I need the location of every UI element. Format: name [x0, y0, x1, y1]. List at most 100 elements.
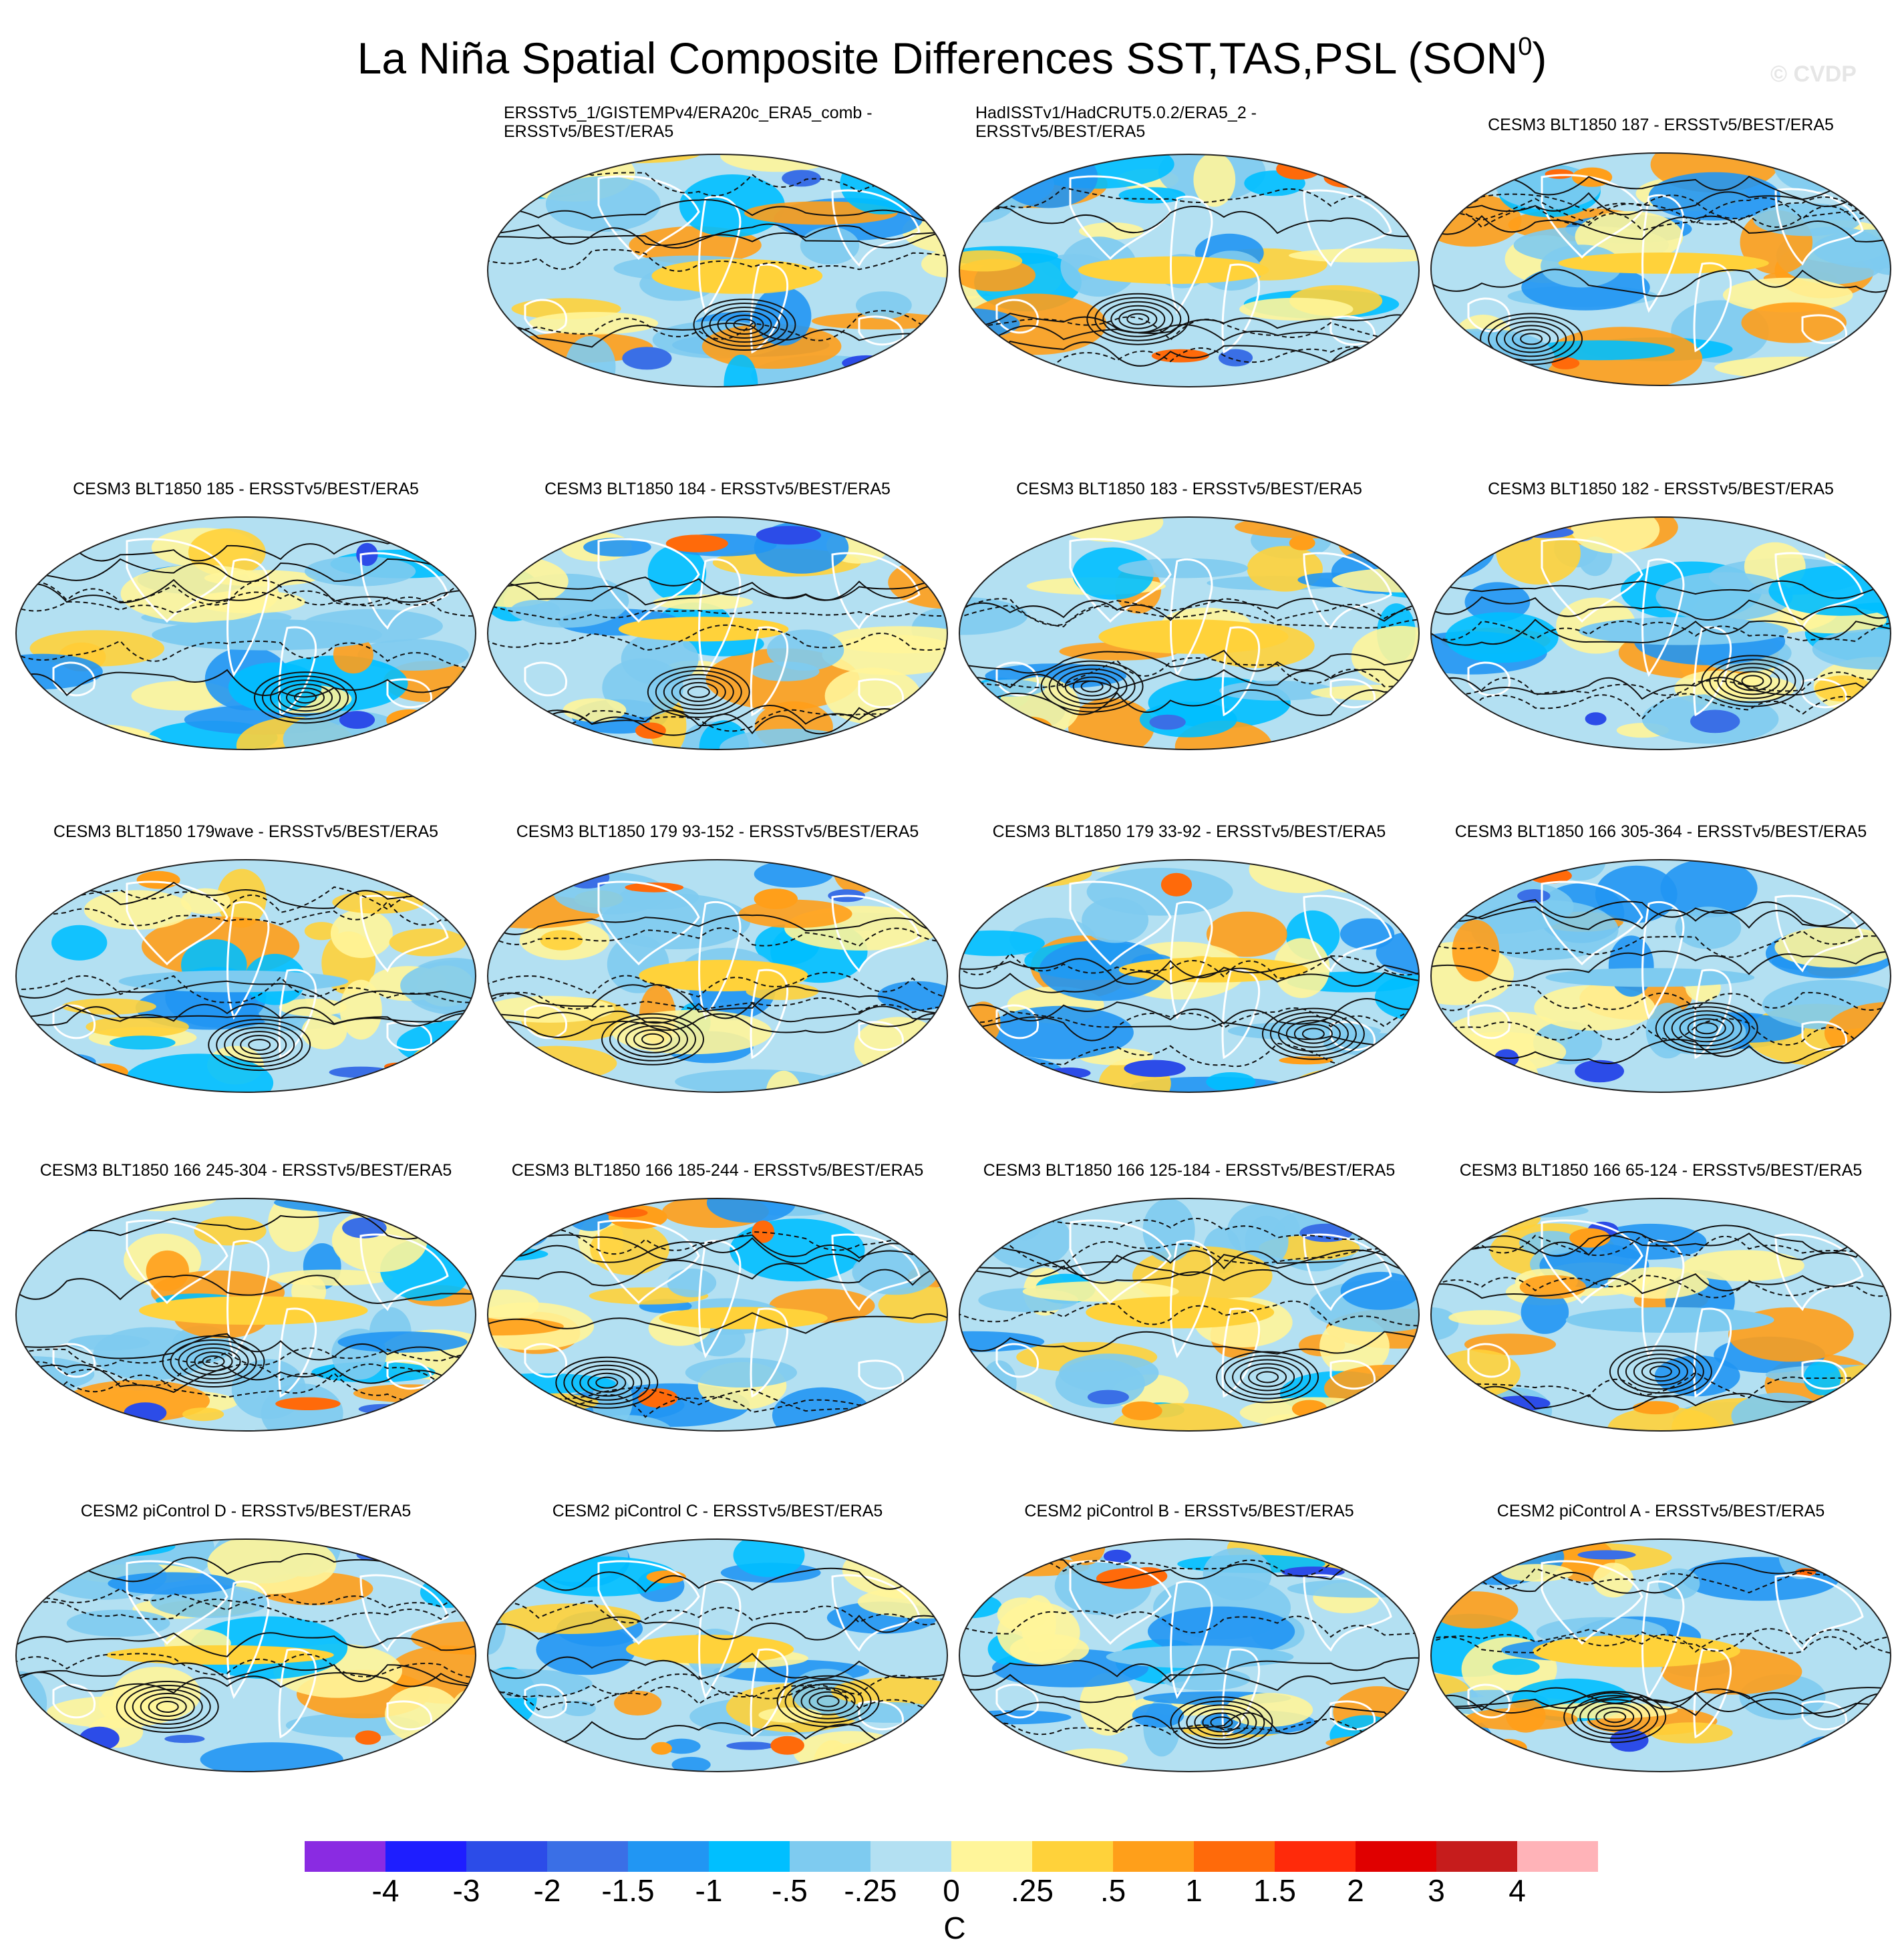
strong-anomaly — [565, 866, 610, 889]
psl-contour — [1431, 619, 1891, 646]
psl-contour — [1431, 1628, 1891, 1655]
anomaly-patch — [528, 311, 659, 335]
anomaly-patch — [51, 925, 108, 961]
anomaly-patch — [207, 1539, 337, 1595]
colorbar-tick-label: .25 — [1011, 1873, 1054, 1908]
psl-contour — [1261, 1007, 1365, 1060]
psl-contour — [1431, 1273, 1891, 1299]
coastline — [1541, 174, 1643, 259]
strong-anomaly — [605, 1208, 648, 1218]
colorbar-tick-label: -.5 — [772, 1873, 808, 1908]
anomaly-patch — [959, 733, 981, 750]
colorbar-box — [870, 1841, 951, 1872]
anomaly-patch — [1288, 248, 1419, 263]
panel-title-line1: CESM2 piControl B - ERSSTv5/BEST/ERA5 — [1024, 1502, 1354, 1520]
psl-contour — [1603, 1711, 1627, 1724]
equatorial-anomaly — [651, 259, 823, 293]
psl-contour — [663, 673, 734, 710]
psl-contour — [687, 685, 710, 698]
anomaly-patch — [1847, 1711, 1891, 1764]
psl-contour — [488, 171, 947, 197]
colorbar-box — [547, 1841, 628, 1872]
coastline — [831, 894, 921, 973]
anomaly-patch — [671, 1756, 711, 1772]
psl-contour — [16, 578, 476, 606]
psl-contour — [959, 1701, 1419, 1735]
anomaly-patch — [1431, 1424, 1504, 1431]
map-outline — [959, 1538, 1420, 1772]
coastline — [1329, 1700, 1376, 1731]
coastline — [1221, 969, 1261, 1059]
equatorial-anomaly — [152, 619, 382, 651]
anomaly-patch — [1753, 203, 1862, 236]
anomaly-patch — [540, 930, 583, 951]
psl-contour — [488, 223, 947, 249]
psl-contour — [959, 1016, 1419, 1047]
anomaly-patch — [959, 156, 1029, 182]
anomaly-patch — [895, 1539, 947, 1557]
anomaly-patch — [1022, 1281, 1179, 1302]
psl-contour — [959, 952, 1419, 979]
coastline — [1801, 678, 1848, 709]
anomaly-patch — [1329, 1715, 1400, 1756]
psl-contour — [959, 1657, 1419, 1683]
psl-contour — [1240, 1363, 1295, 1392]
colorbar-box — [709, 1841, 790, 1872]
anomaly-patch — [730, 1218, 865, 1282]
coastline — [1801, 314, 1848, 345]
psl-contour — [959, 997, 1419, 1025]
psl-contour — [1431, 1018, 1891, 1047]
coastline — [359, 1574, 449, 1652]
strong-anomaly — [1276, 158, 1321, 180]
strong-anomaly — [1575, 1059, 1624, 1083]
coastline — [226, 901, 270, 1020]
anomaly-patch — [195, 590, 306, 614]
psl-contour — [1431, 899, 1891, 927]
psl-contour — [725, 315, 764, 335]
coastline — [524, 1004, 568, 1039]
psl-contour — [1170, 1696, 1273, 1749]
equatorial-anomaly — [1545, 968, 1755, 987]
strong-anomaly — [999, 725, 1056, 738]
panel-title: CESM3 BLT1850 183 - ERSSTv5/BEST/ERA5 — [955, 480, 1423, 498]
psl-contour — [959, 1610, 1419, 1638]
cvdp-watermark: © CVDP — [1770, 61, 1857, 87]
coastline — [750, 1648, 789, 1739]
psl-contour — [16, 557, 476, 583]
psl-contour — [278, 683, 333, 712]
strong-anomaly — [1279, 1056, 1333, 1065]
anomaly-patch — [822, 635, 947, 675]
anomaly-patch — [61, 998, 156, 1015]
psl-contour — [1431, 1234, 1891, 1257]
anomaly-patch — [228, 662, 322, 712]
psl-contour — [959, 313, 1419, 337]
psl-contour — [959, 1672, 1419, 1703]
psl-contour — [1520, 333, 1543, 345]
anomaly-patch — [1595, 865, 1678, 923]
composite-map — [1430, 516, 1891, 750]
anomaly-patch — [1374, 973, 1419, 1021]
anomaly-patch — [1506, 1699, 1546, 1733]
psl-contour — [571, 1364, 643, 1401]
colorbar-tick-label: 1.5 — [1253, 1873, 1296, 1908]
map-panel-blt182: CESM3 BLT1850 182 - ERSSTv5/BEST/ERA5 — [1427, 466, 1895, 760]
psl-contour — [587, 1372, 627, 1393]
coastline — [1303, 894, 1392, 973]
strong-anomaly — [638, 1388, 678, 1408]
anomaly-patch — [331, 1208, 428, 1273]
psl-contour — [959, 1300, 1419, 1327]
equatorial-anomaly — [639, 959, 808, 991]
psl-contour — [609, 1017, 696, 1061]
colorbar-box — [466, 1841, 547, 1872]
anomaly-patch — [1487, 1202, 1541, 1231]
map-panel-blt185: CESM3 BLT1850 185 - ERSSTv5/BEST/ERA5 — [12, 466, 480, 760]
psl-contour — [170, 1339, 257, 1383]
anomaly-patch — [1523, 340, 1675, 361]
psl-contour — [488, 322, 947, 348]
strong-anomaly — [625, 882, 684, 892]
psl-contour — [709, 307, 780, 343]
coastline — [359, 894, 449, 973]
psl-contour — [1086, 293, 1190, 345]
anomaly-patch — [840, 154, 925, 214]
anomaly-patch — [400, 959, 476, 1012]
